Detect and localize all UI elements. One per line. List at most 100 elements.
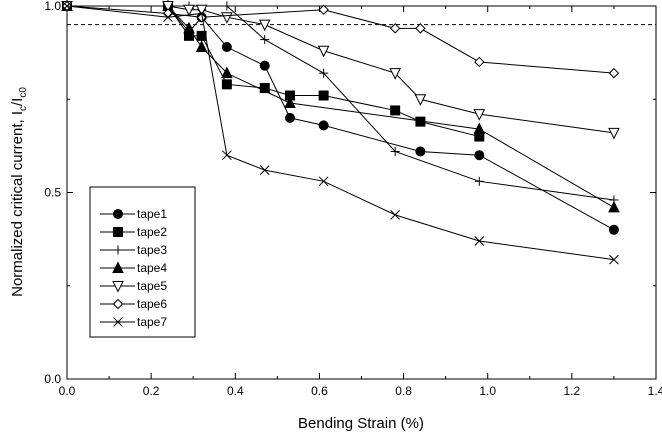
data-point <box>112 298 124 310</box>
data-point <box>162 8 174 19</box>
data-point <box>609 254 619 265</box>
data-point <box>196 30 207 41</box>
data-point <box>319 68 329 78</box>
data-point <box>163 12 173 23</box>
y-tick-label: 0.0 <box>44 372 61 386</box>
data-point <box>474 176 484 186</box>
data-point <box>222 1 232 11</box>
y-axis-title-sub1: c <box>18 106 29 111</box>
series-tape6 <box>61 0 620 79</box>
data-point <box>474 150 485 161</box>
legend-label: tape1 <box>137 207 167 221</box>
series-line <box>67 5 615 208</box>
data-point <box>318 4 329 15</box>
legend-label: tape7 <box>137 315 167 329</box>
legend-item-tape6: tape6 <box>100 297 167 311</box>
data-point <box>415 23 426 34</box>
legend-label: tape3 <box>137 243 167 257</box>
x-tick-label: 1.2 <box>564 384 581 398</box>
data-point <box>221 66 233 79</box>
data-point <box>113 209 123 219</box>
data-point <box>608 224 619 235</box>
data-point <box>113 245 123 255</box>
data-point <box>196 11 207 23</box>
data-point <box>318 90 329 101</box>
data-point <box>195 4 208 17</box>
x-tick-label: 0.2 <box>143 384 160 398</box>
legend-item-tape4: tape4 <box>100 261 167 275</box>
data-point <box>284 112 295 123</box>
legend-item-tape2: tape2 <box>100 225 167 239</box>
data-point <box>112 261 124 273</box>
series-line <box>66 5 614 74</box>
series-line <box>67 5 614 201</box>
y-axis-title-main: Normalized critical current, I <box>9 111 26 297</box>
x-tick-label: 1.4 <box>648 384 662 398</box>
data-point <box>608 200 620 213</box>
data-point <box>415 146 426 157</box>
data-point <box>260 35 270 45</box>
data-point <box>183 21 195 34</box>
data-point <box>221 42 232 53</box>
data-point <box>474 236 485 246</box>
legend-label: tape5 <box>137 279 167 293</box>
series-tape5 <box>61 1 620 140</box>
series-tape2 <box>62 1 485 142</box>
y-tick-label: 1.0 <box>44 0 61 13</box>
legend-item-tape7: tape7 <box>100 315 167 329</box>
y-axis-title-sub2: c0 <box>18 87 29 98</box>
data-point <box>259 83 270 94</box>
series-tape4 <box>61 0 620 213</box>
series-layer <box>61 0 620 265</box>
legend-box <box>89 186 196 338</box>
data-point <box>390 210 401 220</box>
x-tick-label: 1.0 <box>479 384 496 398</box>
legend-item-tape5: tape5 <box>100 279 167 293</box>
legend: tape1 tape2 tape3 tape4 tape5 tape6 tape7 <box>100 207 167 329</box>
data-point <box>113 227 123 237</box>
data-point <box>259 165 270 175</box>
series-tape7 <box>62 1 619 265</box>
data-point <box>318 120 329 131</box>
data-point <box>389 68 401 80</box>
data-point <box>608 67 620 79</box>
data-point <box>389 23 401 34</box>
data-point <box>414 94 427 106</box>
data-point <box>258 19 271 32</box>
data-point <box>390 105 401 116</box>
data-point <box>221 79 232 90</box>
x-tick-label: 0.0 <box>59 384 76 398</box>
legend-item-tape1: tape1 <box>100 207 167 221</box>
legend-label: tape6 <box>137 297 167 311</box>
data-point <box>62 1 72 11</box>
data-point <box>390 146 400 156</box>
x-tick-label: 0.8 <box>395 384 412 398</box>
data-point <box>112 281 124 293</box>
series-tape3 <box>62 1 619 205</box>
data-point <box>162 1 174 13</box>
y-axis-title-mid: /I <box>9 98 26 106</box>
y-axis-title: Normalized critical current, Ic/Ic0 <box>9 87 29 297</box>
legend-item-tape3: tape3 <box>100 243 167 257</box>
data-point <box>259 60 270 71</box>
data-point <box>195 40 208 53</box>
data-point <box>317 45 330 58</box>
data-point <box>474 56 485 68</box>
x-tick-label: 0.6 <box>311 384 328 398</box>
x-tick-label: 0.4 <box>227 384 244 398</box>
data-point <box>473 109 486 121</box>
legend-label: tape2 <box>137 225 167 239</box>
data-point <box>318 176 329 187</box>
data-point <box>196 8 207 19</box>
data-point <box>284 96 296 108</box>
data-point <box>222 150 232 161</box>
legend-label: tape4 <box>137 261 167 275</box>
axis-ticks: 0.0 0.2 0.4 0.6 0.8 1.0 1.2 1.4 0.0 0.5 1.0 <box>44 0 662 398</box>
x-axis-title: Bending Strain (%) <box>298 415 424 432</box>
data-point <box>113 317 123 327</box>
y-tick-label: 0.5 <box>44 186 61 200</box>
data-point <box>608 127 620 140</box>
data-point <box>183 4 195 17</box>
data-point <box>473 122 486 135</box>
